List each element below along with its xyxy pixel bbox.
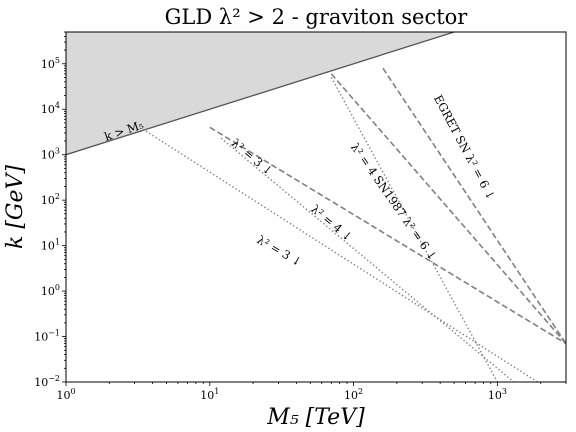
series-line-5 <box>330 73 566 345</box>
annotation-3: λ² = 4 ↓ <box>308 202 355 245</box>
excluded-region-boundary <box>66 32 457 156</box>
chart-title: GLD λ² > 2 - graviton sector <box>165 5 469 29</box>
excluded-region-fill <box>66 32 566 155</box>
x-tick-label: 103 <box>488 387 507 402</box>
series-line-4 <box>209 126 566 345</box>
x-axis: 100 101 102 103 <box>56 382 567 402</box>
y-axis-label: k [GeV] <box>3 165 28 249</box>
annotation-6: EGRET SN λ² = 6 ↓ <box>431 92 498 202</box>
series-line-3 <box>330 77 499 382</box>
y-tick-label: 105 <box>41 56 60 71</box>
y-tick-label: 101 <box>41 238 60 253</box>
x-tick-label: 100 <box>56 387 75 402</box>
y-tick-label: 100 <box>41 283 60 298</box>
y-tick-label: 102 <box>41 192 60 207</box>
y-tick-label: 104 <box>41 101 60 116</box>
y-tick-label: 10−2 <box>34 374 60 389</box>
annotation-2: λ² = 3 ↓ <box>229 136 276 179</box>
annotation-4: λ² = 3 ↓ <box>255 232 305 269</box>
x-tick-label: 101 <box>200 387 219 402</box>
x-tick-label: 102 <box>344 387 363 402</box>
y-tick-label: 10−1 <box>34 329 60 344</box>
series-line-2 <box>145 130 538 382</box>
y-axis: 10−2 10−1 100 101 102 103 104 105 <box>34 31 66 389</box>
series-line-6 <box>382 67 566 345</box>
y-tick-label: 103 <box>41 147 60 162</box>
annotation-5: λ² = 4 SN1987 λ² = 6 ↓ <box>348 140 440 263</box>
series-lines <box>145 67 566 382</box>
x-axis-label: M₅ [TeV] <box>266 405 365 430</box>
series-line-1 <box>220 137 515 382</box>
excluded-region <box>66 32 566 156</box>
